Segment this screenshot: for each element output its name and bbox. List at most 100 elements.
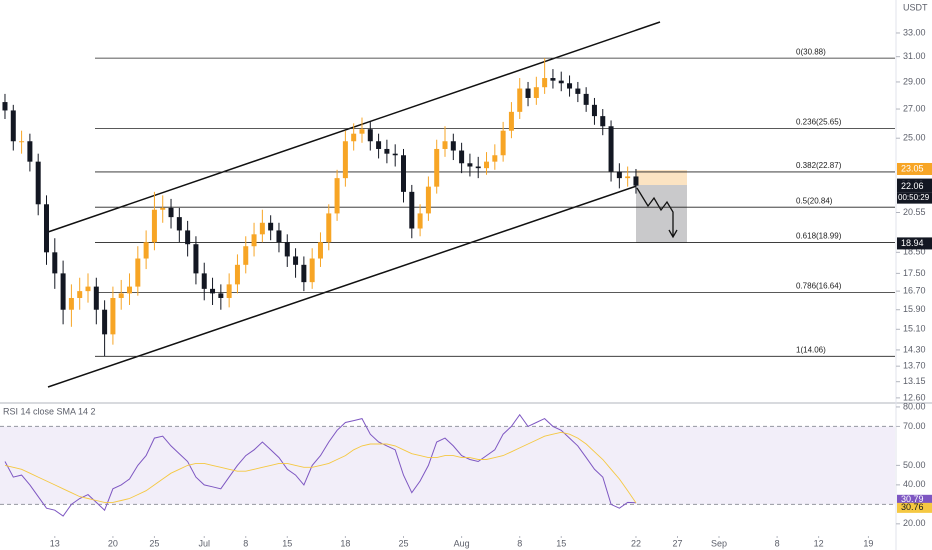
- countdown: 00:50:29: [898, 193, 930, 202]
- candle-body: [583, 93, 589, 105]
- target-box: [636, 185, 687, 243]
- x-tick-label: 15: [282, 538, 292, 548]
- y-tick-label: 12.60: [903, 392, 926, 402]
- candle-body: [591, 104, 597, 117]
- candle-body: [193, 244, 199, 274]
- rsi-tag: 30.79: [901, 494, 924, 504]
- candle-body: [110, 297, 116, 335]
- candle-body: [633, 176, 639, 186]
- candle-body: [425, 186, 431, 214]
- candle-body: [251, 234, 257, 247]
- channel-lower: [47, 177, 661, 388]
- fib-label: 0.618(18.99): [796, 232, 842, 241]
- candle-body: [93, 286, 99, 310]
- x-tick-label: 19: [863, 538, 873, 548]
- candle-body: [334, 178, 340, 214]
- candle-body: [567, 83, 573, 89]
- candle-body: [359, 129, 365, 134]
- candle-body: [467, 163, 473, 167]
- rsi-label: RSI 14 close SMA 14 2: [3, 406, 96, 416]
- candle-body: [118, 293, 124, 298]
- y-tick-label: 29.00: [903, 76, 926, 86]
- candle-body: [10, 110, 16, 142]
- rsi-line: [4, 413, 637, 517]
- candle-body: [608, 126, 614, 172]
- rsi-tag: 30.76: [901, 502, 924, 512]
- candle-body: [160, 207, 166, 210]
- candle-body: [326, 213, 332, 243]
- candle-body: [400, 155, 406, 192]
- rsi-y-tick-label: 40.00: [903, 479, 926, 489]
- candle-body: [210, 288, 216, 294]
- price-tag-bg: [897, 237, 932, 250]
- candle-body: [43, 204, 49, 253]
- candle-body: [342, 141, 348, 179]
- candle-body: [284, 242, 290, 257]
- y-tick-label: 20.55: [903, 207, 926, 217]
- risk-box: [636, 170, 687, 185]
- x-tick-label: 8: [517, 538, 522, 548]
- price-tag-last-bg: [897, 180, 932, 193]
- candle-body: [459, 150, 465, 164]
- y-tick-label: 14.30: [903, 344, 926, 354]
- countdown-bg: [897, 192, 932, 204]
- candle-body: [301, 264, 307, 283]
- y-tick-label: 25.00: [903, 133, 926, 143]
- y-tick-label: 27.00: [903, 103, 926, 113]
- x-tick-label: Aug: [454, 538, 470, 548]
- candle-body: [293, 256, 299, 265]
- candle-body: [2, 102, 8, 111]
- candle-body: [85, 286, 91, 292]
- x-tick-label: 25: [149, 538, 159, 548]
- candle-body: [226, 284, 232, 298]
- y-tick-label: 33.00: [903, 27, 926, 37]
- fib-label: 0.786(16.64): [796, 282, 842, 291]
- arrow-head: [668, 229, 678, 239]
- y-tick-label: 16.70: [903, 285, 926, 295]
- candle-body: [35, 161, 41, 205]
- candle-body: [351, 133, 357, 142]
- fib-label: 0.5(20.84): [796, 196, 833, 205]
- fib-label: 1(14.06): [796, 345, 826, 354]
- x-tick-label: 12: [814, 538, 824, 548]
- y-tick-label: 18.50: [903, 247, 926, 257]
- candle-body: [135, 258, 141, 287]
- candle-body: [367, 129, 373, 142]
- x-tick-label: Sep: [711, 538, 727, 548]
- arrow-path: [636, 187, 674, 236]
- rsi-y-tick-label: 20.00: [903, 518, 926, 528]
- x-tick-label: 27: [672, 538, 682, 548]
- candle-body: [317, 242, 323, 259]
- fib-label: 0.382(22.87): [796, 161, 842, 170]
- rsi-tag-bg: [897, 494, 932, 505]
- rsi-y-tick-label: 70.00: [903, 421, 926, 431]
- candle-body: [533, 87, 539, 98]
- candle-body: [525, 88, 531, 98]
- fib-label: 0(30.88): [796, 47, 826, 56]
- candle-body: [168, 207, 174, 218]
- candle-body: [77, 291, 83, 298]
- candle-body: [484, 161, 490, 169]
- fib-label: 0.236(25.65): [796, 118, 842, 127]
- x-tick-label: Jul: [198, 538, 210, 548]
- candle-body: [19, 141, 25, 143]
- candle-body: [218, 293, 224, 298]
- price-tag-high-bg: [897, 162, 932, 175]
- candle-body: [508, 111, 514, 131]
- candle-body: [268, 222, 274, 231]
- candle-body: [376, 141, 382, 149]
- candle-body: [234, 264, 240, 285]
- candle-body: [243, 246, 249, 265]
- rsi-tag-bg: [897, 502, 932, 513]
- price-tag-last: 22.06: [901, 181, 924, 191]
- y-unit: USDT: [903, 2, 928, 12]
- candle-body: [52, 252, 58, 274]
- x-tick-label: 8: [243, 538, 248, 548]
- y-tick-label: 17.50: [903, 268, 926, 278]
- candle-body: [409, 191, 415, 229]
- y-tick-label: 15.90: [903, 304, 926, 314]
- candle-body: [625, 176, 631, 179]
